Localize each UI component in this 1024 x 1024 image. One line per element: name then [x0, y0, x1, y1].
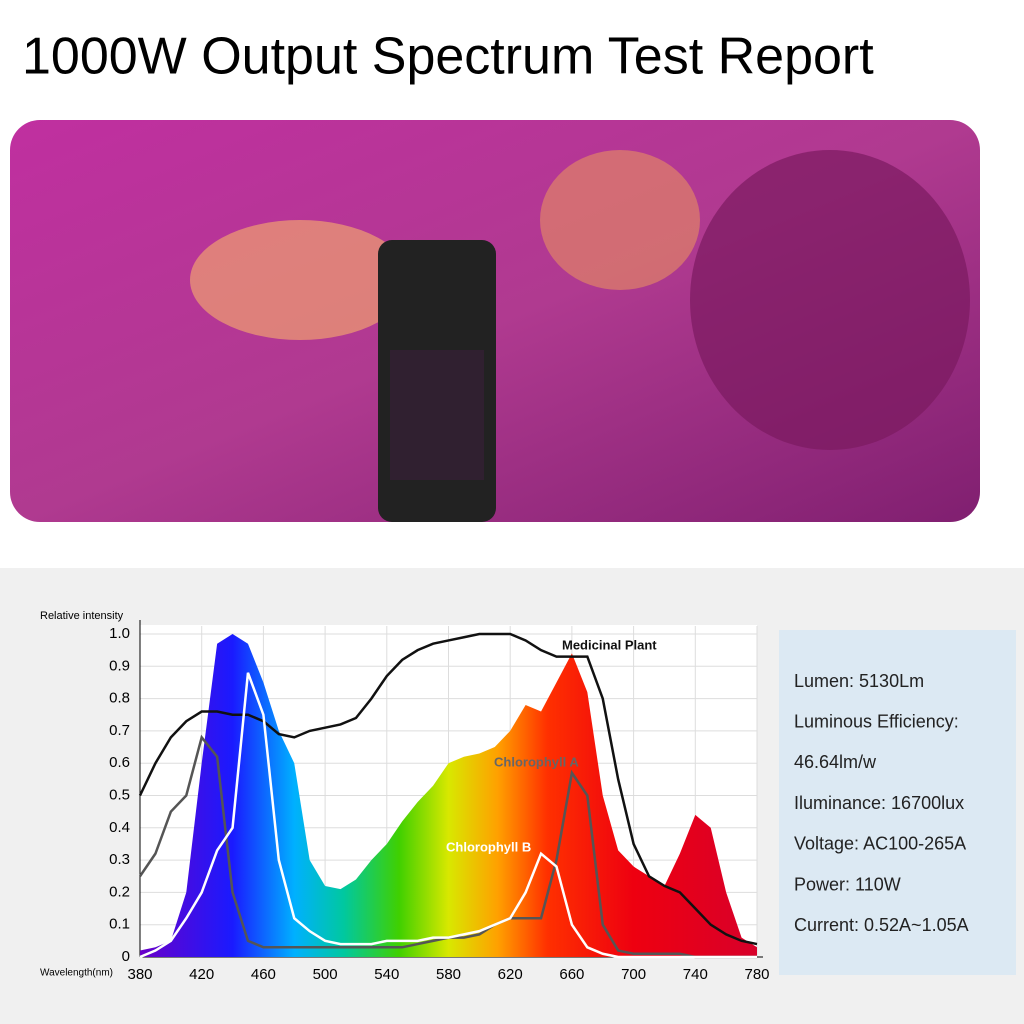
- y-tick-label: 0.9: [109, 657, 130, 674]
- x-tick-label: 740: [683, 966, 708, 983]
- x-tick-label: 780: [744, 966, 769, 983]
- y-tick-label: 0.2: [109, 883, 130, 900]
- spec-box: [779, 630, 1016, 975]
- spec-line: Power: 110W: [794, 874, 901, 894]
- x-label: Wavelength(nm): [40, 968, 113, 979]
- series-label: Medicinal Plant: [562, 637, 657, 652]
- y-label: Relative intensity: [40, 610, 124, 622]
- x-tick-label: 540: [374, 966, 399, 983]
- y-tick-label: 0.8: [109, 690, 130, 707]
- spec-line: Iluminance: 16700lux: [794, 793, 964, 813]
- series-label: Chlorophyll A: [494, 754, 579, 769]
- y-tick-label: 0.5: [109, 786, 130, 803]
- y-tick-label: 0.7: [109, 722, 130, 739]
- meter-screen: [390, 350, 484, 480]
- x-tick-label: 620: [498, 966, 523, 983]
- x-tick-label: 660: [559, 966, 584, 983]
- spectrum-area: [140, 634, 757, 957]
- spec-line: Voltage: AC100-265A: [794, 834, 966, 854]
- y-tick-label: 0.1: [109, 916, 130, 933]
- x-tick-label: 420: [189, 966, 214, 983]
- leaf: [690, 150, 970, 450]
- x-tick-label: 700: [621, 966, 646, 983]
- spec-line: Current: 0.52A~1.05A: [794, 915, 969, 935]
- flower: [190, 220, 410, 340]
- x-tick-label: 460: [251, 966, 276, 983]
- flower: [540, 150, 700, 290]
- series-label: Chlorophyll B: [446, 839, 531, 854]
- spec-line: 46.64lm/w: [794, 752, 877, 772]
- spec-line: Luminous Efficiency:: [794, 711, 959, 731]
- x-tick-label: 580: [436, 966, 461, 983]
- y-tick-label: 1.0: [109, 625, 130, 642]
- y-tick-label: 0.3: [109, 851, 130, 868]
- series-line: [139, 672, 757, 959]
- y-tick-label: 0.4: [109, 819, 130, 836]
- x-tick-label: 500: [313, 966, 338, 983]
- x-tick-label: 380: [127, 966, 152, 983]
- y-tick-label: 0.6: [109, 754, 130, 771]
- y-tick-label: 0: [122, 948, 130, 965]
- title: 1000W Output Spectrum Test Report: [22, 28, 874, 86]
- spec-line: Lumen: 5130Lm: [794, 671, 924, 691]
